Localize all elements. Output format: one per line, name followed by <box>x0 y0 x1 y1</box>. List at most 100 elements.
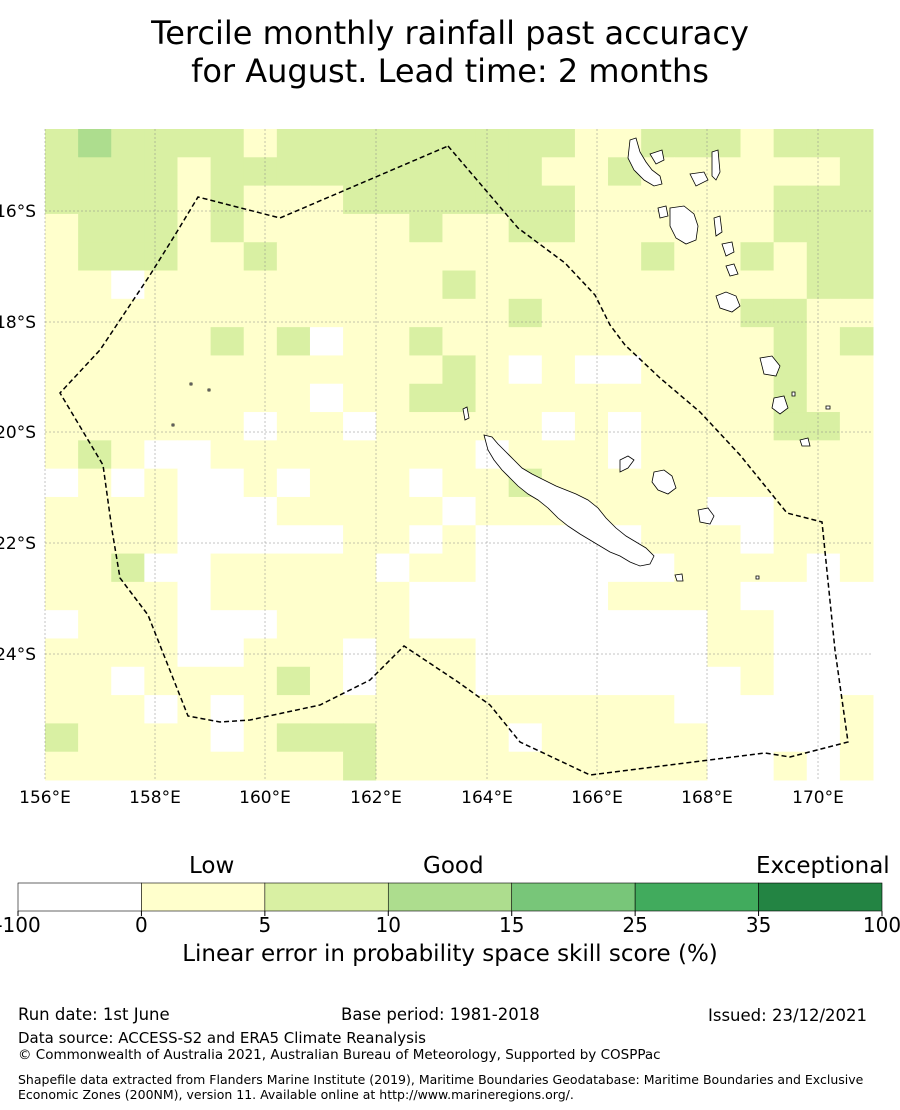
island-chesterfield-2 <box>207 388 211 392</box>
skill-cell <box>78 638 112 668</box>
skill-cell <box>839 666 874 696</box>
colorbar-category-low: Low <box>189 853 235 879</box>
skill-cell <box>773 185 808 215</box>
skill-cell <box>442 412 477 441</box>
title-line-1: Tercile monthly rainfall past accuracy <box>151 14 749 52</box>
skill-cell <box>111 751 145 781</box>
skill-cell <box>674 468 708 498</box>
skill-cell <box>740 298 775 328</box>
run-date: Run date: 1st June <box>18 1005 170 1024</box>
skill-cell <box>839 581 874 611</box>
skill-cell <box>773 638 808 668</box>
skill-cell <box>839 157 874 187</box>
skill-cell <box>740 440 775 470</box>
base-period: Base period: 1981-2018 <box>341 1005 540 1024</box>
skill-cell <box>177 496 212 526</box>
skill-cell <box>45 468 79 498</box>
island-loyalty-lifou <box>651 469 677 495</box>
skill-cell <box>409 610 443 639</box>
skill-cell <box>839 298 874 328</box>
skill-cell <box>343 581 377 611</box>
skill-cell <box>773 723 808 753</box>
colorbar-segment <box>387 882 513 912</box>
skill-cell <box>641 355 675 385</box>
skill-cell <box>243 638 278 668</box>
skill-cell <box>276 496 311 526</box>
skill-cell <box>442 496 477 526</box>
skill-cell <box>111 525 145 555</box>
skill-cell <box>309 440 344 470</box>
skill-cell <box>608 298 642 328</box>
colorbar-tick-label: 35 <box>746 913 771 937</box>
skill-cell <box>243 695 278 724</box>
skill-cell <box>442 242 477 272</box>
skill-cell <box>508 242 543 272</box>
skill-cell <box>276 468 311 498</box>
skill-cell <box>541 525 576 555</box>
skill-cell <box>210 270 245 300</box>
skill-cell <box>508 157 543 187</box>
skill-cell <box>78 553 112 583</box>
skill-cell <box>78 157 112 187</box>
skill-cell <box>111 412 145 441</box>
skill-cell <box>309 412 344 441</box>
skill-cell <box>475 468 510 498</box>
skill-cell <box>740 129 775 158</box>
skill-cell <box>376 185 410 215</box>
skill-cell <box>541 298 576 328</box>
skill-cell <box>144 412 178 441</box>
map-gridlines <box>44 129 873 780</box>
skill-cell <box>78 213 112 243</box>
skill-cell <box>541 695 576 724</box>
skill-cell <box>376 553 410 583</box>
skill-cell <box>243 496 278 526</box>
skill-cell <box>243 581 278 611</box>
skill-cell <box>177 751 212 781</box>
skill-cell <box>210 355 245 385</box>
skill-cell <box>608 723 642 753</box>
skill-cell <box>144 496 178 526</box>
skill-cell <box>574 412 609 441</box>
skill-cell <box>574 695 609 724</box>
skill-cell <box>541 581 576 611</box>
skill-cell <box>144 638 178 668</box>
skill-cell <box>806 496 841 526</box>
skill-cell <box>773 751 808 781</box>
skill-cell <box>409 723 443 753</box>
skill-cell <box>508 695 543 724</box>
skill-cell <box>508 412 543 441</box>
colorbar-category-exceptional: Exceptional <box>756 853 890 879</box>
skill-cell <box>608 355 642 385</box>
skill-cell <box>707 496 742 526</box>
skill-cell <box>674 270 708 300</box>
skill-cell <box>177 553 212 583</box>
skill-cell <box>641 412 675 441</box>
skill-cell <box>409 751 443 781</box>
skill-cell <box>111 157 145 187</box>
skill-cell <box>574 553 609 583</box>
skill-cell <box>541 129 576 158</box>
skill-cell <box>806 298 841 328</box>
lat-tick-label: 22°S <box>0 534 36 554</box>
skill-cell <box>177 666 212 696</box>
skill-cell <box>78 581 112 611</box>
skill-cell <box>111 213 145 243</box>
skill-cell <box>309 327 344 356</box>
skill-cell <box>210 213 245 243</box>
skill-cell <box>541 157 576 187</box>
skill-cell <box>475 327 510 356</box>
skill-cell <box>442 298 477 328</box>
skill-cell <box>343 553 377 583</box>
skill-cell <box>806 751 841 781</box>
skill-cell <box>608 468 642 498</box>
skill-cell <box>409 213 443 243</box>
skill-cell <box>343 185 377 215</box>
skill-cell <box>475 751 510 781</box>
skill-cell <box>409 666 443 696</box>
skill-cell <box>674 751 708 781</box>
skill-cell <box>574 185 609 215</box>
skill-cell <box>111 723 145 753</box>
skill-cell <box>78 355 112 385</box>
skill-cell <box>574 355 609 385</box>
skill-cell <box>276 185 311 215</box>
